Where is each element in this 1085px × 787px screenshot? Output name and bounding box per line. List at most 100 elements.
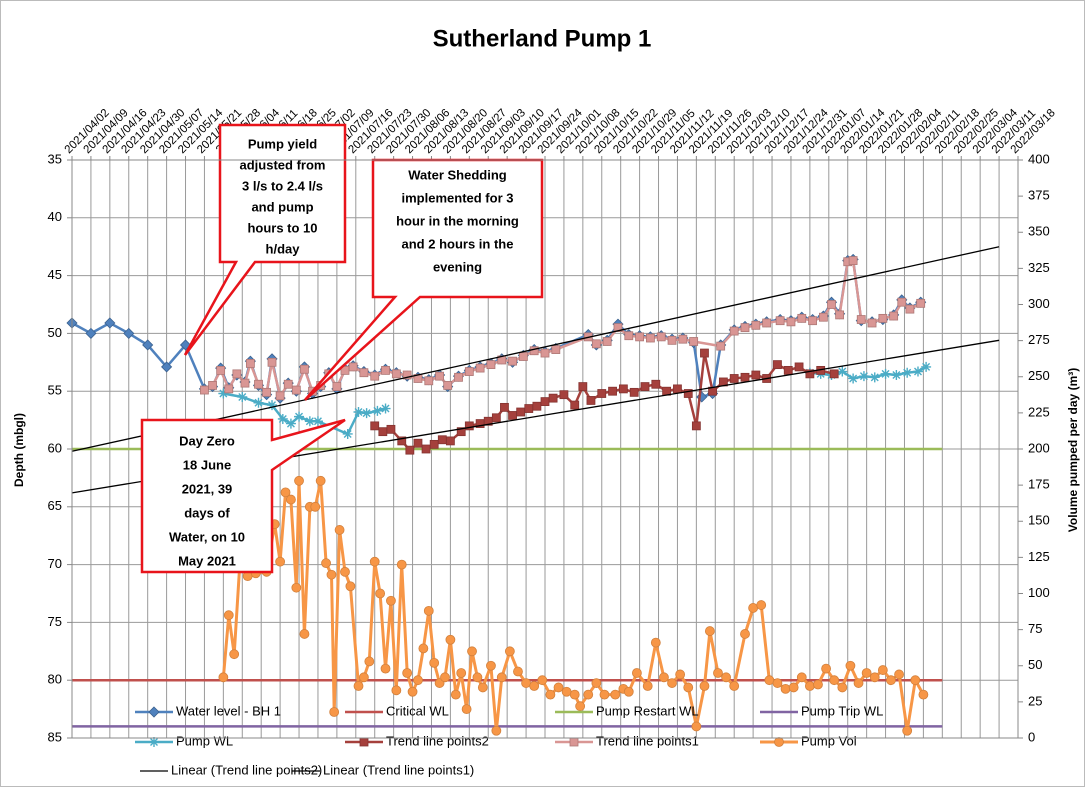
marker-square: [729, 326, 739, 336]
marker-square: [300, 364, 309, 374]
y-tick-label: 40: [48, 209, 62, 224]
marker-circle: [804, 681, 815, 691]
marker-square: [678, 334, 688, 344]
marker-circle: [774, 737, 784, 747]
marker-circle: [345, 581, 356, 592]
marker-circle: [756, 600, 767, 610]
legend: Water level - BH 1 Critical WL Pump Restar…: [135, 703, 883, 777]
y2-tick-label: 100: [1028, 585, 1050, 600]
annotation-text: evening: [433, 259, 482, 274]
marker-square: [491, 413, 501, 423]
y2-tick-label: 200: [1028, 440, 1050, 455]
marker-asterisk: [891, 370, 902, 381]
annotation-text: Pump yield: [248, 136, 317, 151]
legend-item: Linear (Trend line points2): [140, 762, 322, 777]
marker-asterisk: [902, 367, 913, 378]
y-tick-label: 65: [48, 498, 62, 513]
y2-axis-label: Volume pumped per day (m³): [1066, 368, 1080, 532]
marker-square: [835, 310, 845, 320]
marker-square: [656, 332, 666, 342]
annotation-text: 18 June: [183, 457, 231, 472]
marker-circle: [529, 681, 540, 691]
marker-circle: [413, 675, 423, 686]
legend-item: Linear (Trend line points1): [292, 762, 474, 777]
marker-square: [508, 411, 517, 420]
legend-item: Critical WL: [345, 703, 449, 718]
y-tick-label: 85: [48, 729, 62, 744]
marker-circle: [569, 689, 580, 700]
marker-square: [618, 384, 628, 394]
marker-square: [254, 379, 263, 389]
y2-tick-label: 75: [1028, 621, 1042, 636]
marker-circle: [650, 637, 661, 648]
marker-circle: [675, 669, 686, 680]
marker-circle: [537, 675, 548, 686]
marker-square: [786, 317, 796, 327]
marker-square: [673, 384, 682, 394]
marker-square: [464, 367, 474, 376]
marker-asterisk: [218, 388, 229, 399]
y-tick-label: 55: [48, 383, 62, 398]
annotation-text: implemented for 3: [402, 190, 514, 205]
series: [200, 256, 926, 401]
marker-square: [413, 438, 423, 448]
marker-square: [429, 439, 439, 449]
marker-circle: [861, 668, 872, 678]
marker-square: [516, 407, 526, 417]
y2-tick-label: 350: [1028, 224, 1050, 239]
marker-square: [421, 444, 431, 454]
marker-square: [591, 339, 601, 349]
marker-square: [856, 315, 866, 324]
marker-square: [454, 372, 463, 382]
marker-square: [391, 369, 401, 379]
legend-item: Trend line points2: [345, 733, 489, 748]
marker-circle: [713, 668, 723, 678]
marker-asterisk: [149, 737, 159, 747]
marker-asterisk: [342, 428, 353, 439]
marker-circle: [486, 660, 496, 671]
marker-square: [424, 376, 434, 386]
marker-square: [808, 316, 817, 326]
marker-square: [551, 345, 561, 354]
marker-square: [224, 384, 234, 394]
legend-item: Pump Restart WL: [555, 703, 699, 718]
marker-square: [578, 382, 588, 391]
marker-circle: [423, 605, 434, 616]
marker-square: [629, 387, 639, 397]
annotation-text: adjusted from: [240, 157, 326, 172]
marker-diamond: [123, 327, 135, 339]
marker-square: [635, 332, 644, 342]
marker-square: [486, 360, 496, 370]
marker-circle: [623, 686, 634, 697]
marker-circle: [721, 672, 731, 683]
y2-tick-label: 250: [1028, 368, 1050, 383]
marker-circle: [440, 672, 450, 683]
marker-square: [262, 387, 272, 397]
marker-asterisk: [253, 397, 264, 408]
marker-circle: [796, 672, 807, 683]
marker-square: [867, 318, 877, 328]
marker-square: [445, 436, 455, 446]
marker-circle: [402, 668, 413, 678]
marker-square: [773, 360, 782, 370]
y2-tick-label: 0: [1028, 729, 1035, 744]
marker-circle: [513, 666, 523, 677]
marker-circle: [310, 501, 321, 512]
legend-label: Pump Trip WL: [801, 703, 883, 718]
marker-square: [381, 365, 390, 375]
marker-square: [916, 298, 926, 308]
marker-circle: [772, 678, 783, 688]
marker-asterisk: [277, 413, 288, 424]
legend-label: Linear (Trend line points1): [323, 762, 474, 777]
marker-circle: [315, 475, 326, 486]
annotation-text: 2021, 39: [182, 481, 233, 496]
marker-square: [386, 424, 396, 434]
marker-square: [716, 341, 726, 351]
y2-tick-label: 300: [1028, 296, 1050, 311]
legend-item: Pump Vol: [760, 733, 857, 748]
marker-circle: [691, 721, 702, 732]
marker-asterisk: [869, 372, 880, 383]
marker-circle: [321, 558, 331, 569]
marker-circle: [902, 725, 913, 736]
marker-square: [559, 390, 569, 400]
